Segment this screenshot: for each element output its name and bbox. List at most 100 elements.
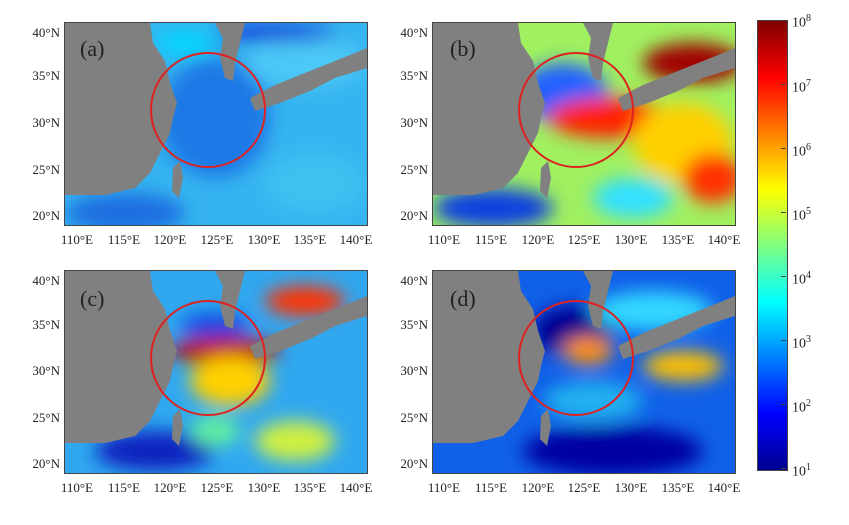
map-panel-d [432, 270, 736, 474]
highlight-circle [150, 52, 266, 168]
lat-label-30n: 30°N [32, 115, 60, 130]
lat-label-35n: 35°N [400, 68, 428, 83]
lon-label-115e: 115°E [474, 232, 508, 247]
colorbar-label-1e1: 101 [792, 462, 811, 480]
colorbar-label-1e4: 104 [792, 270, 811, 288]
highlight-circle [518, 52, 634, 168]
lon-label-140e: 140°E [707, 232, 741, 247]
land-korea [215, 271, 245, 329]
lon-label-110e: 110°E [60, 232, 94, 247]
colorbar-tick [781, 404, 786, 405]
colorbar-label-1e6: 106 [792, 142, 811, 160]
lon-label-115e: 115°E [107, 232, 141, 247]
lon-label-135e: 135°E [293, 232, 327, 247]
colorbar-tick [781, 468, 786, 469]
colorbar-label-1e3: 103 [792, 334, 811, 352]
colorbar-label-1e5: 105 [792, 206, 811, 224]
lon-label-135e: 135°E [661, 232, 695, 247]
lat-label-20n: 20°N [400, 208, 428, 223]
lon-label-130e: 130°E [247, 480, 281, 495]
lat-label-20n: 20°N [400, 456, 428, 471]
lon-label-120e: 120°E [521, 480, 555, 495]
land-taiwan [172, 161, 183, 198]
land-china [65, 23, 177, 195]
lat-label-25n: 25°N [400, 162, 428, 177]
lon-label-130e: 130°E [614, 480, 648, 495]
map-d-svg [433, 271, 735, 473]
map-c-svg [65, 271, 367, 473]
lon-label-140e: 140°E [707, 480, 741, 495]
map-panel-c [64, 270, 368, 474]
lat-label-40n: 40°N [400, 273, 428, 288]
panel-label-b: (b) [450, 36, 476, 61]
lat-label-20n: 20°N [32, 208, 60, 223]
lon-label-135e: 135°E [661, 480, 695, 495]
land-china [433, 271, 545, 443]
lon-label-120e: 120°E [153, 480, 187, 495]
lon-label-130e: 130°E [247, 232, 281, 247]
lon-label-140e: 140°E [339, 232, 373, 247]
colorbar-tick [781, 20, 786, 21]
land-japan [250, 48, 367, 111]
lat-label-40n: 40°N [32, 25, 60, 40]
map-b-svg [433, 23, 735, 225]
lon-label-125e: 125°E [567, 480, 601, 495]
lat-label-25n: 25°N [32, 410, 60, 425]
map-panel-a [64, 22, 368, 226]
land-taiwan [540, 161, 551, 198]
land-korea [583, 271, 613, 329]
lon-label-110e: 110°E [60, 480, 94, 495]
lon-label-140e: 140°E [339, 480, 373, 495]
lat-label-35n: 35°N [32, 68, 60, 83]
lat-label-30n: 30°N [32, 363, 60, 378]
panel-label-d: (d) [450, 286, 476, 311]
colorbar-tick [781, 212, 786, 213]
colorbar-tick [781, 340, 786, 341]
highlight-circle [150, 300, 266, 416]
lat-label-30n: 30°N [400, 363, 428, 378]
lon-label-120e: 120°E [521, 232, 555, 247]
land-china [433, 23, 545, 195]
lon-label-115e: 115°E [107, 480, 141, 495]
colorbar-label-1e8: 108 [792, 13, 811, 31]
colorbar-tick [781, 276, 786, 277]
lat-label-20n: 20°N [32, 456, 60, 471]
lat-label-30n: 30°N [400, 115, 428, 130]
colorbar-tick [781, 84, 786, 85]
lon-label-125e: 125°E [567, 232, 601, 247]
lon-label-130e: 130°E [614, 232, 648, 247]
map-panel-b [432, 22, 736, 226]
lat-label-40n: 40°N [400, 25, 428, 40]
land-korea [215, 23, 245, 81]
land-japan [618, 296, 735, 359]
land-china [65, 271, 177, 443]
panel-label-a: (a) [80, 36, 105, 61]
concentration-field [65, 25, 365, 225]
land-taiwan [540, 409, 551, 446]
lat-label-25n: 25°N [32, 162, 60, 177]
colorbar [757, 20, 788, 471]
highlight-circle [518, 300, 634, 416]
land-korea [583, 23, 613, 81]
lat-label-35n: 35°N [400, 317, 428, 332]
land-japan [250, 296, 367, 359]
lon-label-110e: 110°E [427, 232, 461, 247]
concentration-field [95, 286, 345, 471]
lon-label-120e: 120°E [153, 232, 187, 247]
concentration-field [433, 43, 735, 225]
colorbar-label-1e2: 102 [792, 398, 811, 416]
lat-label-25n: 25°N [400, 410, 428, 425]
lon-label-135e: 135°E [293, 480, 327, 495]
map-a-svg [65, 23, 367, 225]
lon-label-125e: 125°E [200, 480, 234, 495]
lon-label-115e: 115°E [474, 480, 508, 495]
lon-label-125e: 125°E [200, 232, 234, 247]
colorbar-tick [781, 148, 786, 149]
lat-label-35n: 35°N [32, 317, 60, 332]
lon-label-110e: 110°E [427, 480, 461, 495]
land-taiwan [172, 409, 183, 446]
lat-label-40n: 40°N [32, 273, 60, 288]
colorbar-label-1e7: 107 [792, 78, 811, 96]
land-japan [618, 48, 735, 111]
panel-label-c: (c) [80, 286, 105, 311]
